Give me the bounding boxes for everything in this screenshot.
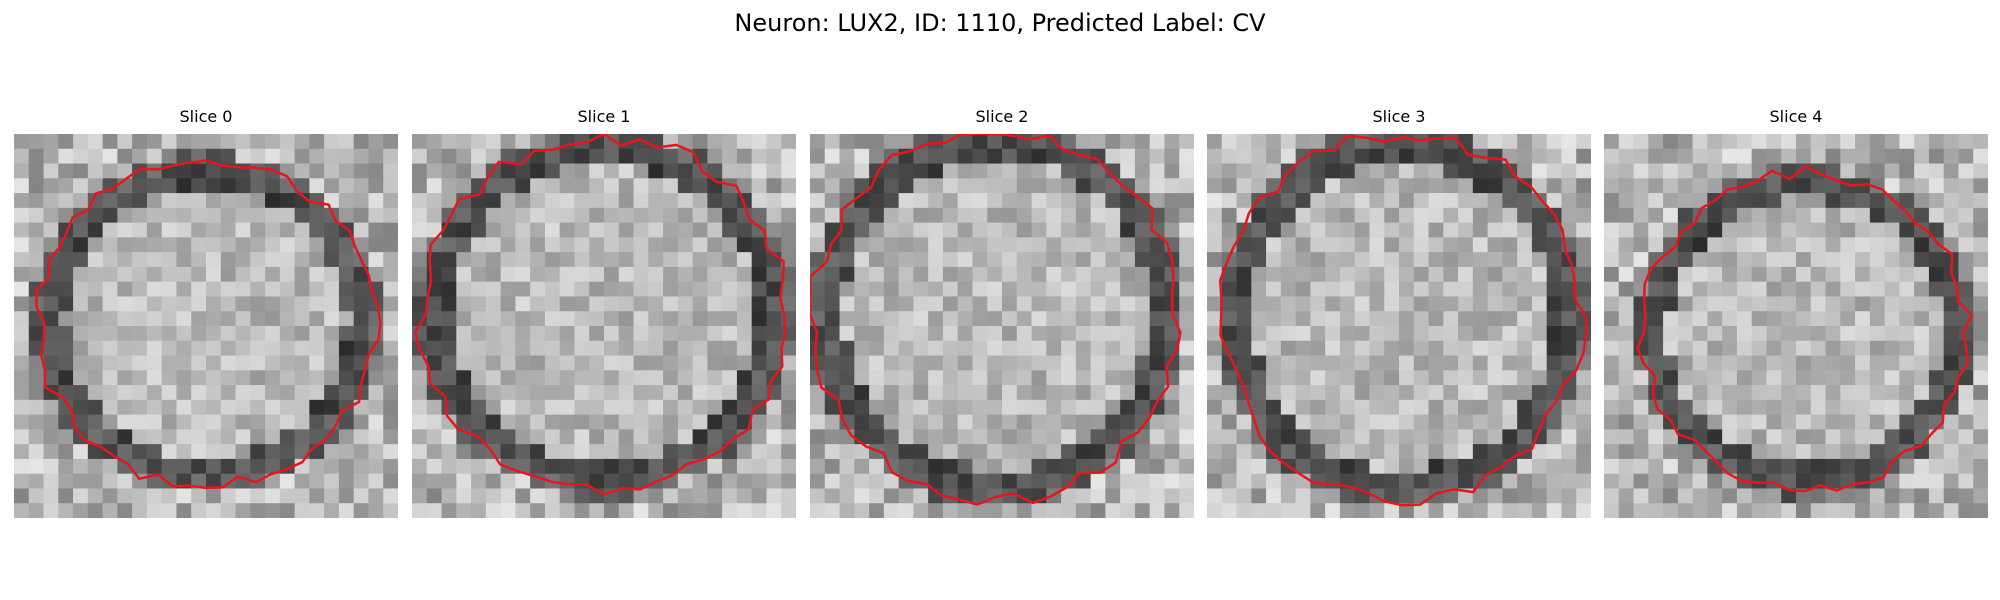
slice-image-2 xyxy=(810,134,1194,518)
slice-pixels xyxy=(1604,134,1988,518)
slice-image-1 xyxy=(412,134,796,518)
slice-pixels xyxy=(14,134,398,518)
slice-title-1: Slice 1 xyxy=(412,106,796,128)
slice-image-4 xyxy=(1604,134,1988,518)
slice-pixels xyxy=(810,134,1194,518)
slice-title-4: Slice 4 xyxy=(1604,106,1988,128)
figure-title: Neuron: LUX2, ID: 1110, Predicted Label:… xyxy=(0,6,2000,40)
slice-image-3 xyxy=(1207,134,1591,518)
slice-title-3: Slice 3 xyxy=(1207,106,1591,128)
slice-image-0 xyxy=(14,134,398,518)
slice-title-0: Slice 0 xyxy=(14,106,398,128)
slice-title-2: Slice 2 xyxy=(810,106,1194,128)
